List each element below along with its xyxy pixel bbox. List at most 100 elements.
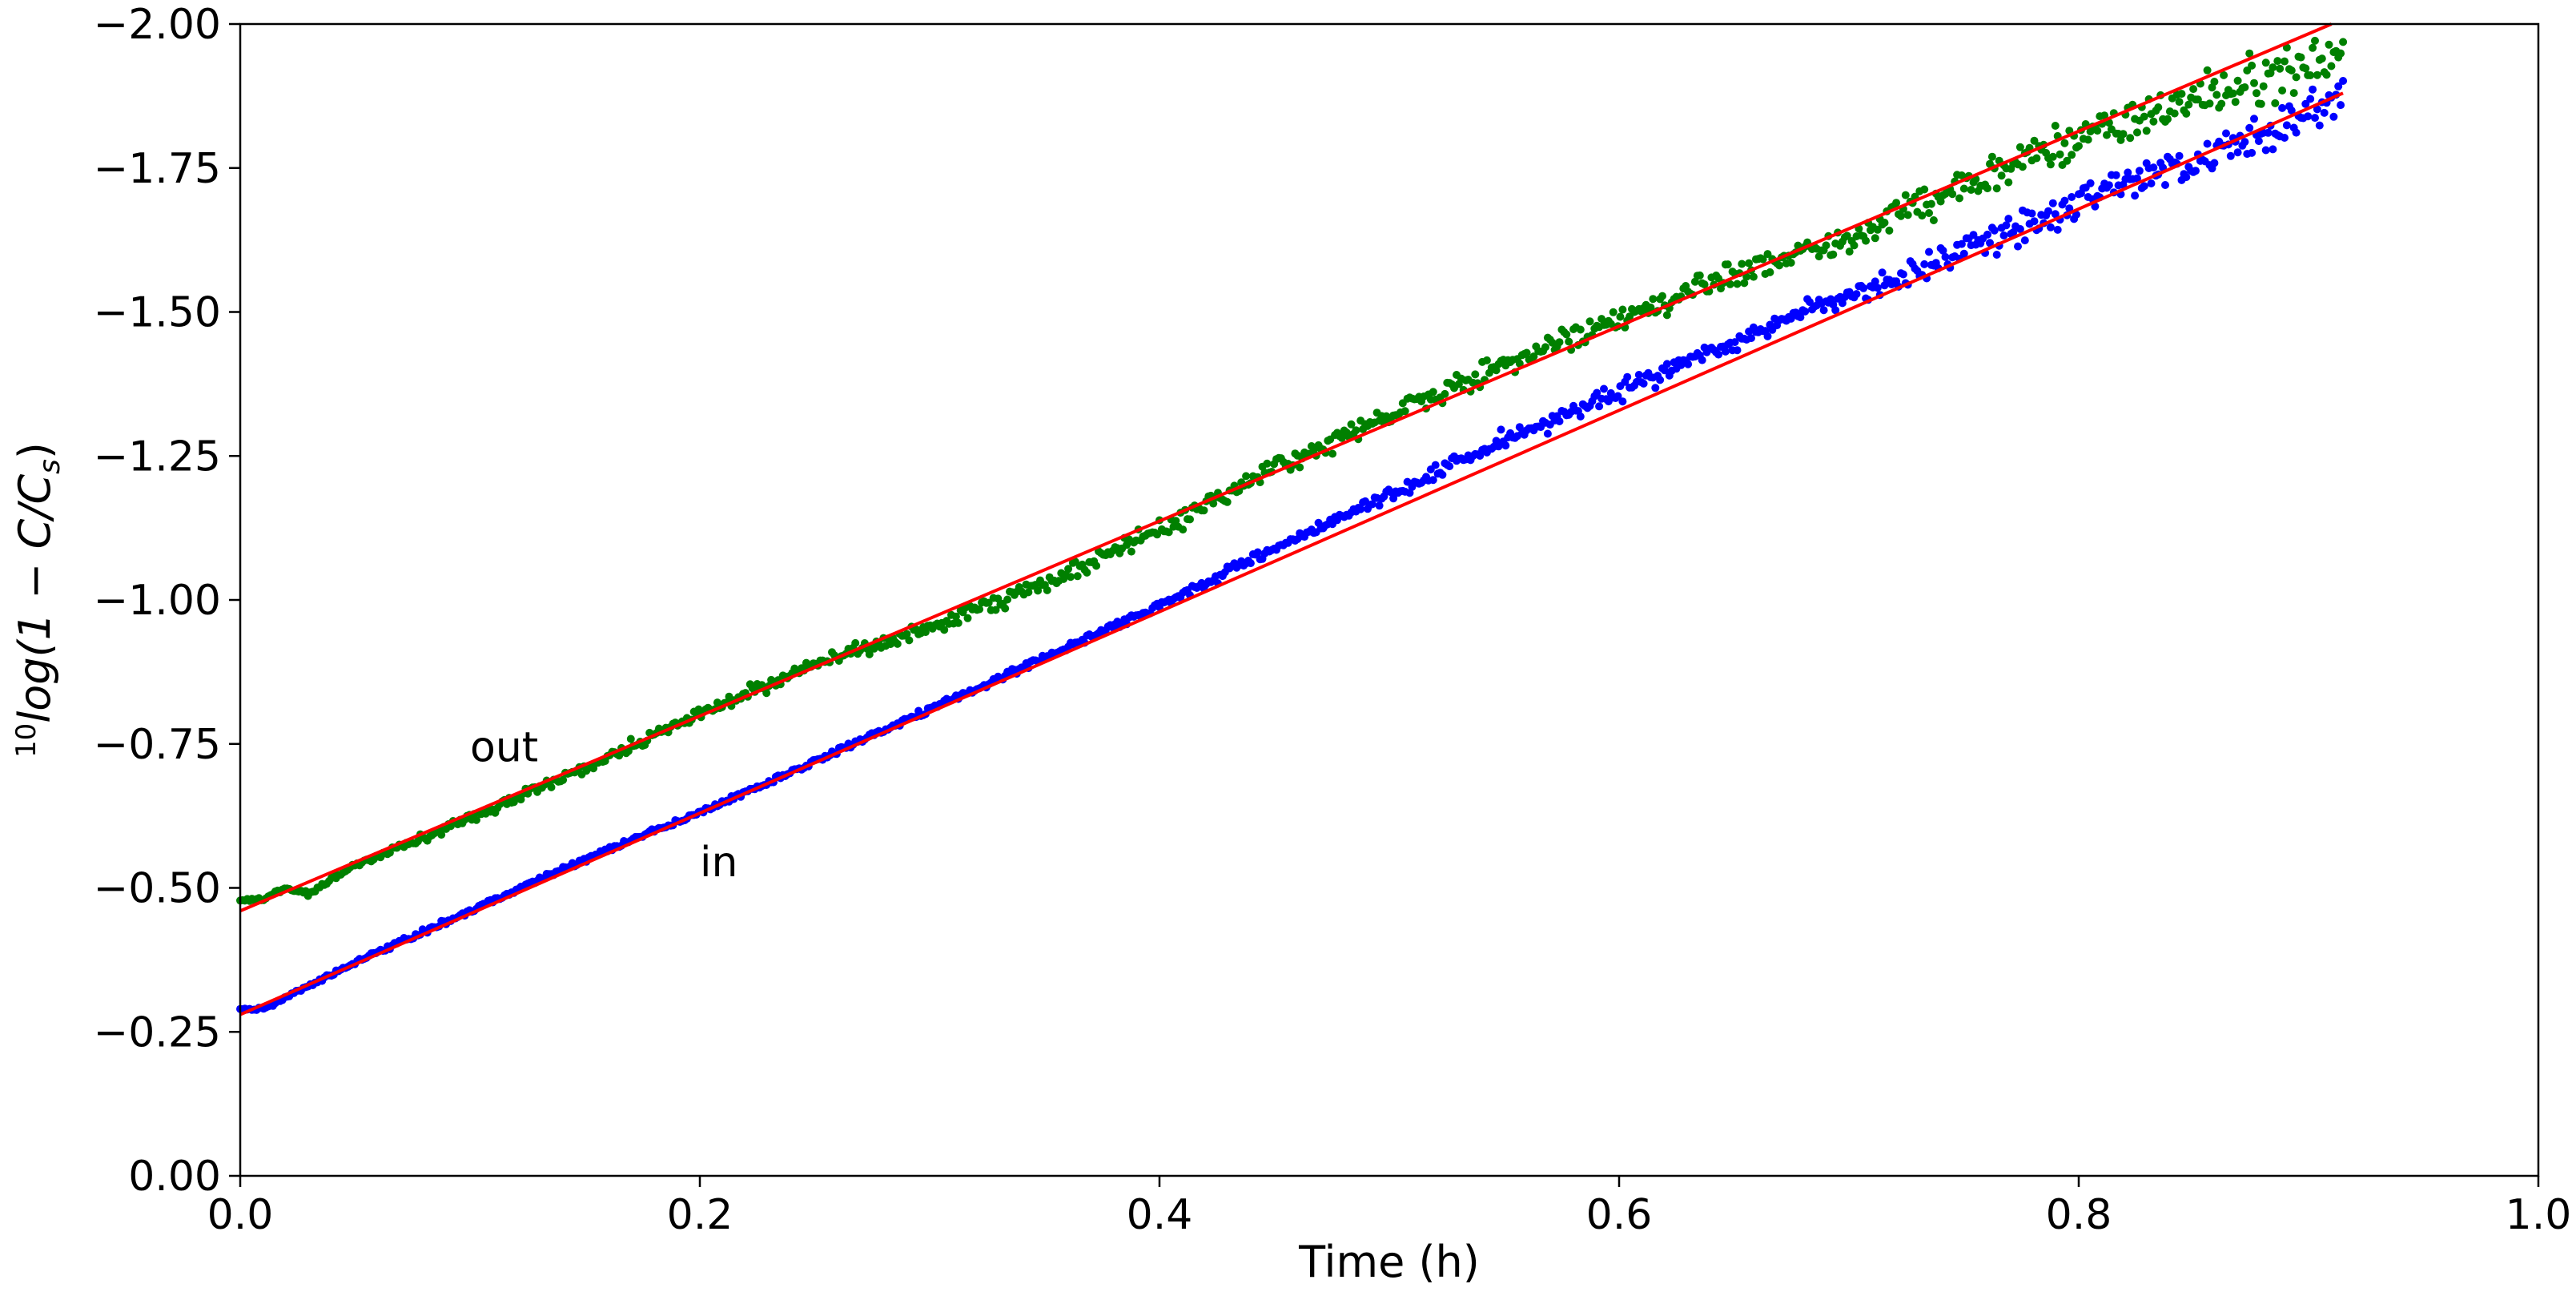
data-point [1862, 236, 1871, 245]
data-point [1700, 280, 1709, 289]
data-point [1522, 348, 1531, 357]
data-point [1429, 388, 1437, 396]
data-point [2112, 171, 2120, 179]
data-point [2320, 108, 2329, 117]
data-point [1597, 315, 1606, 324]
data-point [1852, 290, 1861, 299]
data-point [2060, 139, 2069, 147]
data-point [1738, 260, 1746, 268]
x-tick-label: 0.2 [667, 1191, 733, 1239]
data-point [1438, 470, 1447, 479]
data-point [2339, 77, 2348, 85]
data-point [1936, 197, 1945, 206]
data-point [2248, 148, 2257, 157]
data-point [1651, 384, 1660, 392]
data-point [1955, 194, 1963, 203]
data-point [1646, 303, 1655, 312]
data-point [1733, 280, 1742, 288]
data-point [1576, 325, 1585, 334]
data-point [1822, 241, 1831, 250]
data-point [2337, 49, 2345, 58]
data-point [2131, 191, 2140, 200]
data-point [2142, 127, 2151, 135]
data-point [2161, 181, 2169, 189]
data-point [1368, 500, 1376, 509]
data-point [1897, 211, 1905, 220]
data-point [1609, 308, 1618, 316]
data-point [2313, 105, 2321, 114]
data-point [1497, 425, 1505, 434]
data-point [2261, 58, 2270, 67]
data-point [1471, 370, 1480, 379]
data-point [2289, 89, 2298, 98]
fit-lines-group [239, 22, 2344, 1016]
data-point [2046, 223, 2055, 231]
data-point [1920, 185, 1929, 194]
data-point [2104, 181, 2113, 190]
data-point [1845, 248, 1854, 256]
data-point [2184, 100, 2193, 109]
data-point [2192, 167, 2200, 175]
data-point [2278, 87, 2287, 95]
data-point [1034, 586, 1043, 595]
data-point [1831, 306, 1840, 315]
data-point [547, 783, 556, 791]
data-point [2056, 150, 2064, 159]
data-point [2259, 82, 2268, 91]
y-axis-label-main: log(1 − C/C [10, 474, 60, 723]
data-point [1850, 241, 1859, 250]
y-tick-label: −1.00 [94, 577, 221, 625]
data-point [2002, 221, 2011, 230]
data-point [2278, 103, 2287, 112]
data-point [1242, 472, 1251, 481]
data-point [1003, 595, 1012, 604]
data-point [2140, 112, 2148, 121]
data-point [1880, 219, 1889, 227]
x-tick-label: 0.6 [1586, 1191, 1653, 1239]
data-point [1623, 372, 1632, 381]
fit-line-0 [239, 22, 2333, 913]
data-point [1429, 476, 1437, 485]
data-point [951, 612, 960, 621]
data-point [1990, 226, 1999, 235]
y-tick-label: −0.25 [94, 1008, 221, 1056]
data-point [1616, 312, 1625, 321]
data-point [2217, 99, 2226, 108]
data-point [921, 628, 930, 637]
data-point [2048, 199, 2057, 207]
data-point [1543, 429, 1552, 438]
data-point [2250, 78, 2258, 87]
data-point [2116, 135, 2125, 144]
data-point [940, 626, 949, 634]
data-point [2226, 151, 2235, 160]
data-point [1352, 426, 1360, 435]
data-point [2252, 89, 2261, 98]
data-point [975, 605, 984, 614]
fit-line-1 [239, 91, 2344, 1016]
data-point [1871, 234, 1879, 243]
data-point [2032, 154, 2041, 163]
y-tick-label: −1.75 [94, 145, 221, 193]
data-point [1223, 497, 1232, 506]
data-point [2175, 151, 2184, 160]
data-point [2210, 159, 2219, 167]
data-point [1941, 252, 1950, 261]
data-point [2315, 121, 2324, 130]
data-point [1067, 573, 1075, 582]
data-point [1871, 277, 1879, 286]
data-point [1742, 272, 1751, 281]
data-point [1263, 459, 1272, 468]
data-point [1585, 317, 1594, 326]
data-point [1614, 392, 1622, 400]
data-point [2287, 66, 2296, 74]
data-point [2086, 179, 2095, 187]
data-point [1658, 292, 1666, 300]
data-point [865, 650, 874, 658]
data-point [2248, 61, 2257, 70]
data-point [2231, 98, 2240, 107]
data-point [2015, 143, 2024, 151]
data-point [1873, 284, 1882, 292]
data-point [1929, 216, 1938, 224]
data-point [472, 815, 480, 824]
